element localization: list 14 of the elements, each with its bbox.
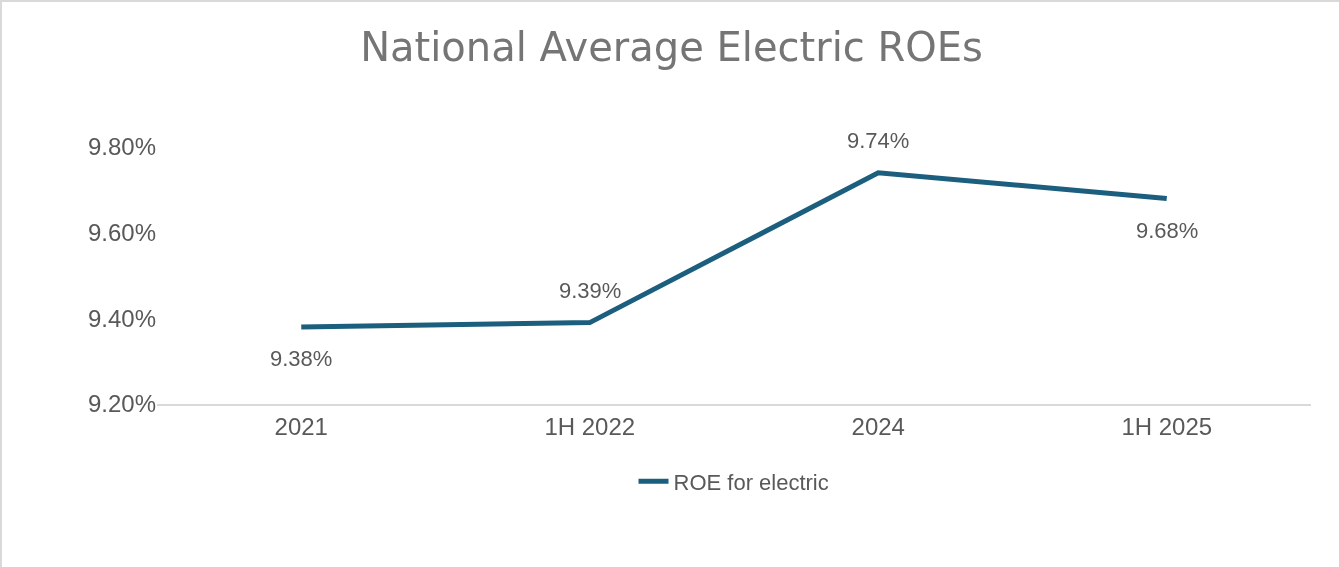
y-tick-label: 9.80% (87, 133, 156, 161)
x-tick-label: 2021 (274, 412, 328, 440)
data-label: 9.39% (559, 278, 622, 303)
y-tick-label: 9.20% (87, 390, 156, 418)
data-label: 9.74% (847, 128, 910, 153)
y-tick-label: 9.40% (87, 304, 156, 332)
chart-title: National Average Electric ROEs (360, 24, 983, 71)
x-tick-label: 1H 2022 (544, 412, 636, 440)
data-label: 9.38% (270, 346, 333, 371)
y-tick-label: 9.60% (87, 219, 156, 247)
x-tick-label: 1H 2025 (1121, 412, 1213, 440)
data-label: 9.68% (1136, 218, 1199, 243)
x-tick-label: 2024 (851, 412, 905, 440)
legend-label: ROE for electric (673, 469, 829, 495)
